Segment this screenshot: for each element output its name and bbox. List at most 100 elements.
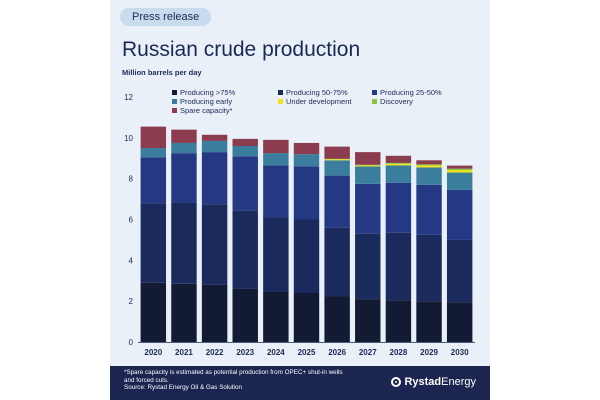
- bar-segment: [232, 288, 258, 342]
- bar-segment: [293, 219, 320, 293]
- bar-segment: [355, 183, 381, 234]
- bar-segment: [324, 146, 350, 159]
- bar-segment: [416, 301, 442, 342]
- x-tick-label: 2024: [267, 348, 285, 357]
- bar-segment: [355, 233, 381, 300]
- legend-swatch: [372, 99, 377, 104]
- legend-label: Under development: [286, 97, 352, 106]
- brand-name-part2: Energy: [441, 376, 476, 388]
- bar-segment: [140, 148, 167, 158]
- bar-segment: [324, 227, 350, 297]
- bar-segment: [201, 204, 228, 285]
- x-tick-label: 2023: [236, 348, 254, 357]
- legend-label: Spare capacity*: [180, 106, 233, 115]
- bar-segment: [385, 162, 412, 164]
- bar-segment: [232, 138, 258, 146]
- legend-item: Producing >75%: [172, 88, 236, 97]
- bar-segment: [355, 299, 381, 342]
- bar-segment: [140, 157, 167, 204]
- legend-label: Producing 50-75%: [286, 88, 348, 97]
- bar-segment: [324, 159, 350, 161]
- y-tick-label: 0: [129, 338, 134, 347]
- bar-segment: [171, 153, 197, 203]
- source-line: Source: Rystad Energy Oil & Gas Solution: [124, 384, 242, 392]
- bar-segment: [263, 165, 289, 218]
- bar-segment: [201, 284, 228, 342]
- x-tick-label: 2022: [206, 348, 224, 357]
- bar-segment: [355, 165, 381, 167]
- legend-label: Producing >75%: [180, 88, 236, 97]
- bar-segment: [416, 165, 442, 168]
- x-tick-label: 2028: [390, 348, 408, 357]
- y-tick-label: 4: [129, 256, 134, 265]
- bar-segment: [263, 153, 289, 166]
- bar-segment: [263, 217, 289, 292]
- bar-segment: [324, 160, 350, 176]
- bar-segment: [385, 300, 412, 342]
- bar-segment: [201, 152, 228, 205]
- bar-segment: [140, 126, 167, 149]
- bar-segment: [263, 291, 289, 342]
- rystad-logo-icon: [391, 377, 402, 387]
- bar-segment: [416, 167, 442, 185]
- bar-segment: [232, 210, 258, 289]
- x-tick-label: 2026: [328, 348, 346, 357]
- bar-segment: [140, 203, 167, 283]
- brand-name-part1: Rystad: [404, 376, 442, 388]
- bar-segment: [293, 166, 320, 220]
- y-tick-label: 8: [129, 175, 134, 184]
- bar-segment: [416, 234, 442, 302]
- footnote-line: *Spare capacity is estimated as potentia…: [124, 369, 343, 376]
- x-tick-label: 2027: [359, 348, 377, 357]
- bar-segment: [355, 166, 381, 184]
- footer: *Spare capacity is estimated as potentia…: [110, 366, 490, 400]
- x-tick-label: 2020: [144, 348, 162, 357]
- bar-segment: [446, 189, 473, 240]
- bar-segment: [140, 282, 167, 342]
- y-tick-label: 2: [129, 297, 134, 306]
- bar-segment: [385, 165, 412, 183]
- bar-segment: [171, 129, 197, 143]
- legend-item: Under development: [278, 97, 352, 106]
- bar-segment: [416, 160, 442, 165]
- bar-segment: [324, 296, 350, 342]
- bar-segment: [446, 172, 473, 190]
- legend-item: Producing 50-75%: [278, 88, 348, 97]
- x-tick-label: 2025: [298, 348, 316, 357]
- x-tick-label: 2030: [451, 348, 469, 357]
- bar-segment: [201, 140, 228, 153]
- bar-segment: [385, 182, 412, 233]
- bar-segment: [416, 184, 442, 235]
- legend-label: Producing early: [180, 97, 232, 106]
- legend-swatch: [172, 90, 177, 95]
- stacked-bar-chart: 0 2 4 6 8 10 12 2020 2021 2022 2023 2024 2025 2026 202…: [124, 88, 475, 357]
- legend-swatch: [172, 99, 177, 104]
- bar-segment: [446, 165, 473, 169]
- bar-segment: [171, 283, 197, 342]
- press-release-card: Press release Russian crude production M…: [110, 0, 490, 400]
- legend-swatch: [372, 90, 377, 95]
- bar-segment: [446, 168, 473, 171]
- bar-segment: [355, 152, 381, 165]
- legend-item: Producing 25-50%: [372, 88, 442, 97]
- legend-swatch: [278, 90, 283, 95]
- bar-segment: [293, 293, 320, 342]
- footnote: *Spare capacity is estimated as potentia…: [124, 369, 343, 392]
- bar-segment: [293, 154, 320, 167]
- bar-segment: [232, 146, 258, 157]
- y-tick-label: 12: [124, 93, 133, 102]
- bar-segment: [355, 164, 381, 166]
- brand-logo: RystadEnergy: [391, 376, 476, 388]
- press-release-badge[interactable]: Press release: [120, 8, 212, 26]
- bar-segment: [201, 134, 228, 141]
- y-tick-label: 6: [129, 216, 134, 225]
- x-tick-label: 2021: [175, 348, 193, 357]
- legend-item: Discovery: [372, 97, 413, 106]
- bar-segment: [385, 155, 412, 163]
- bar-segment: [385, 163, 412, 166]
- legend-swatch: [172, 108, 177, 113]
- bar-segment: [446, 302, 473, 342]
- bar-segment: [416, 164, 442, 166]
- chart-title: Russian crude production: [122, 38, 361, 61]
- bar-segment: [446, 239, 473, 303]
